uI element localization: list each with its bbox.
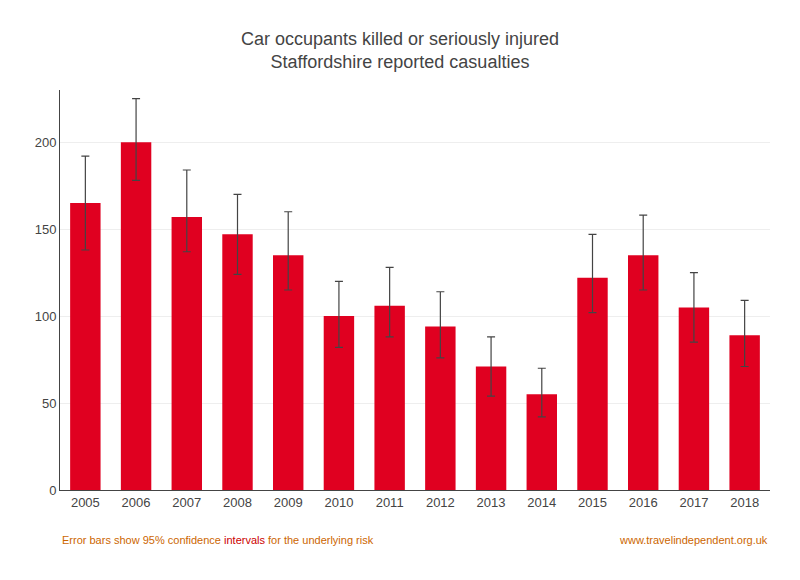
svg-text:2015: 2015 [578,495,607,510]
svg-text:2007: 2007 [172,495,201,510]
svg-text:2014: 2014 [527,495,556,510]
svg-text:2009: 2009 [274,495,303,510]
svg-text:Car occupants killed or seriou: Car occupants killed or seriously injure… [241,29,559,72]
svg-text:2016: 2016 [629,495,658,510]
svg-text:www.travelindependent.org.uk: www.travelindependent.org.uk [619,534,768,546]
svg-text:50: 50 [42,396,56,411]
svg-text:2017: 2017 [679,495,708,510]
svg-text:2008: 2008 [223,495,252,510]
svg-text:0: 0 [49,483,56,498]
svg-text:100: 100 [35,309,57,324]
svg-text:200: 200 [35,135,57,150]
svg-text:2010: 2010 [324,495,353,510]
svg-text:150: 150 [35,222,57,237]
svg-text:2012: 2012 [426,495,455,510]
svg-text:2011: 2011 [376,495,404,510]
svg-text:2005: 2005 [71,495,100,510]
svg-text:2006: 2006 [122,495,151,510]
svg-text:2018: 2018 [730,495,759,510]
svg-text:2013: 2013 [477,495,506,510]
svg-text:Error bars show 95% confidence: Error bars show 95% confidence intervals… [62,534,374,546]
